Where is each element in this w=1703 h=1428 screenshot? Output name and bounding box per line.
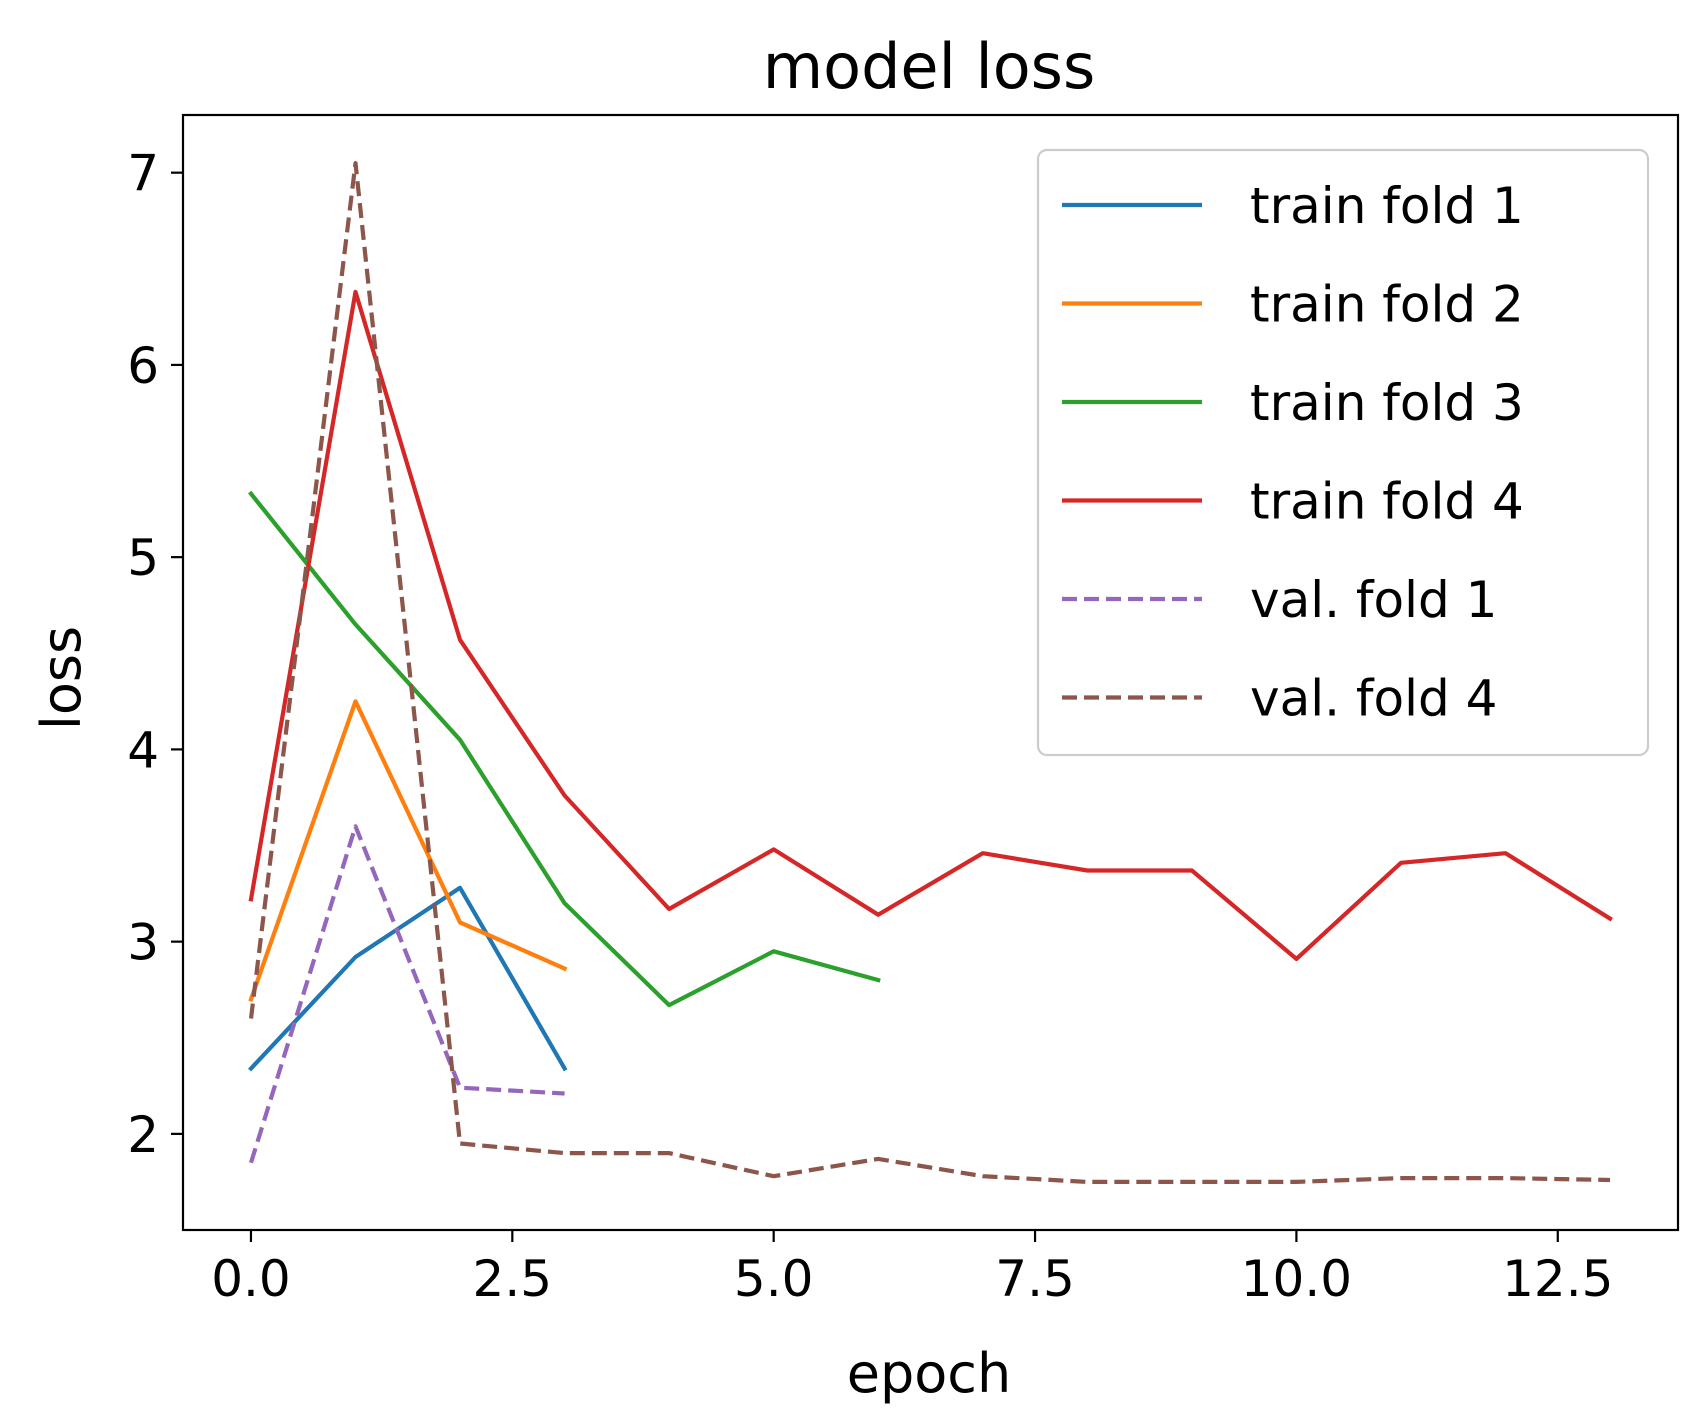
x-tick-label: 12.5 xyxy=(1502,1250,1613,1308)
y-axis: 2 3 4 5 6 7 xyxy=(127,145,183,1164)
x-axis-label: epoch xyxy=(847,1342,1011,1405)
series-line-3 xyxy=(248,490,881,1008)
legend-label: val. fold 4 xyxy=(1250,670,1497,728)
y-tick-label: 2 xyxy=(127,1106,159,1164)
legend-box xyxy=(1036,148,1650,757)
x-tick-label: 7.5 xyxy=(995,1250,1075,1308)
series-layer xyxy=(248,161,1613,1185)
plot-frame xyxy=(181,113,1680,1232)
x-tick-label: 2.5 xyxy=(473,1250,553,1308)
legend-label: train fold 3 xyxy=(1250,374,1524,432)
y-tick-label: 6 xyxy=(127,337,159,395)
legend-label: train fold 2 xyxy=(1250,276,1524,334)
y-tick-label: 5 xyxy=(127,529,159,587)
chart-title: model loss xyxy=(763,30,1096,103)
series-line-4 xyxy=(248,289,1613,962)
y-tick-label: 7 xyxy=(127,145,159,203)
y-tick-label: 3 xyxy=(127,914,159,972)
series-line-6 xyxy=(248,161,1611,1185)
y-tick-label: 4 xyxy=(127,721,159,779)
x-tick-label: 10.0 xyxy=(1241,1250,1352,1308)
series-line-5 xyxy=(248,824,565,1164)
x-tick-label: 5.0 xyxy=(734,1250,814,1308)
legend-label: val. fold 1 xyxy=(1250,571,1497,629)
y-axis-label: loss xyxy=(30,626,93,730)
legend-label: train fold 1 xyxy=(1250,177,1524,235)
x-axis: 0.0 2.5 5.0 7.5 10.0 12.5 xyxy=(211,1230,1613,1308)
x-tick-label: 0.0 xyxy=(211,1250,291,1308)
series-line-2 xyxy=(248,699,568,1002)
legend: train fold 1 train fold 2 train fold 3 trai… xyxy=(1036,148,1650,757)
legend-label: train fold 4 xyxy=(1250,473,1524,531)
series-line-1 xyxy=(248,885,568,1072)
